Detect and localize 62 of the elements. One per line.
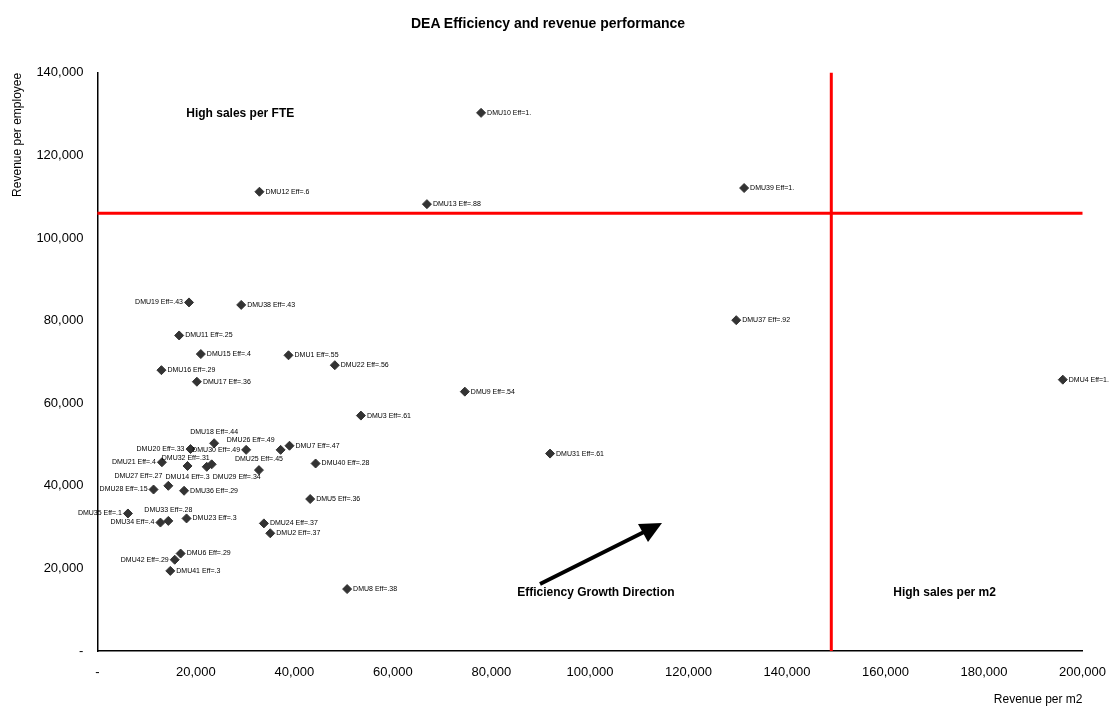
point bbox=[283, 350, 294, 361]
y-tick-label: - bbox=[79, 642, 84, 658]
x-tick-label: - bbox=[95, 664, 100, 680]
y-tick-label: 20,000 bbox=[43, 559, 84, 575]
point bbox=[545, 448, 556, 459]
point bbox=[275, 444, 286, 455]
point bbox=[236, 299, 247, 310]
point bbox=[155, 517, 166, 528]
point bbox=[305, 494, 316, 505]
point bbox=[731, 315, 742, 326]
point bbox=[184, 297, 195, 308]
point bbox=[195, 349, 206, 360]
point bbox=[169, 554, 180, 565]
annotation: High sales per FTE bbox=[186, 105, 295, 120]
y-tick-label: 140,000 bbox=[36, 64, 84, 80]
point bbox=[739, 183, 750, 194]
x-tick-label: 120,000 bbox=[664, 664, 712, 680]
point bbox=[163, 515, 174, 526]
chart-title: DEA Efficiency and revenue performance bbox=[410, 15, 686, 32]
point bbox=[476, 107, 487, 118]
point bbox=[254, 186, 265, 197]
x-axis-title: Revenue per m2 bbox=[993, 692, 1083, 707]
x-tick-label: 180,000 bbox=[960, 664, 1008, 680]
x-tick-label: 160,000 bbox=[861, 664, 909, 680]
point bbox=[258, 518, 269, 529]
point bbox=[181, 513, 192, 524]
point bbox=[342, 584, 353, 595]
point bbox=[310, 458, 321, 469]
x-tick-label: 20,000 bbox=[176, 664, 216, 680]
point bbox=[241, 444, 252, 455]
point bbox=[174, 330, 185, 341]
point bbox=[165, 565, 176, 576]
x-tick-label: 100,000 bbox=[566, 664, 614, 680]
point bbox=[284, 440, 295, 451]
point bbox=[355, 410, 366, 421]
point bbox=[459, 386, 470, 397]
point bbox=[421, 199, 432, 210]
y-tick-label: 40,000 bbox=[43, 477, 84, 493]
point bbox=[148, 484, 159, 495]
point bbox=[179, 485, 190, 496]
point bbox=[163, 480, 174, 491]
x-tick-label: 140,000 bbox=[763, 664, 811, 680]
y-tick-label: 60,000 bbox=[43, 394, 84, 410]
x-tick-label: 60,000 bbox=[373, 664, 413, 680]
point bbox=[182, 460, 193, 471]
y-axis-title: Revenue per employee bbox=[9, 72, 24, 197]
point bbox=[206, 459, 217, 470]
point bbox=[265, 528, 276, 539]
y-tick-label: 120,000 bbox=[36, 146, 84, 162]
point bbox=[175, 548, 186, 559]
point bbox=[191, 376, 202, 387]
point bbox=[156, 365, 167, 376]
point bbox=[329, 360, 340, 371]
x-tick-label: 200,000 bbox=[1059, 664, 1106, 680]
y-tick-label: 100,000 bbox=[36, 229, 84, 245]
annotation: Efficiency Growth Direction bbox=[517, 585, 675, 600]
point bbox=[1057, 374, 1068, 385]
y-tick-label: 80,000 bbox=[43, 312, 84, 328]
x-tick-label: 40,000 bbox=[274, 664, 315, 680]
point bbox=[122, 508, 133, 519]
x-tick-label: 80,000 bbox=[471, 664, 512, 680]
annotation: High sales per m2 bbox=[893, 585, 997, 600]
